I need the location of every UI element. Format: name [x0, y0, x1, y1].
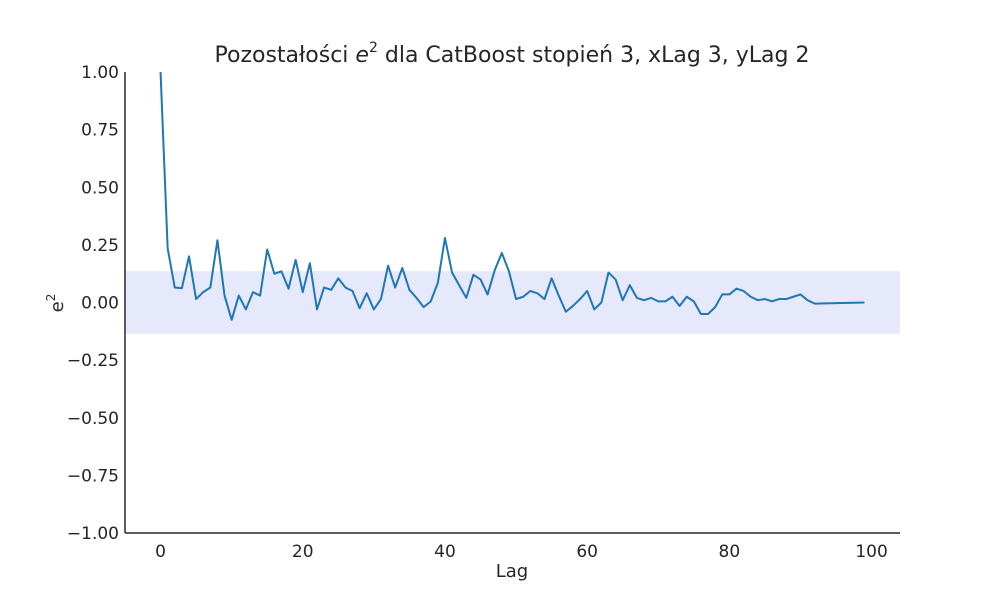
x-tick-label: 20: [292, 542, 314, 562]
y-tick-label: 0.75: [81, 121, 119, 141]
y-tick-label: 1.00: [81, 63, 119, 83]
chart-title-prefix: Pozostałości: [215, 43, 356, 68]
y-tick-label: −0.50: [67, 409, 119, 429]
plot-area: 0 20 40 60 80 100 −1.00 −0.75 −0.50 −0.25 0.00 0.25…: [67, 63, 900, 562]
chart-title-suffix: dla CatBoost stopień 3, xLag 3, yLag 2: [378, 43, 810, 68]
y-axis-label: e2: [44, 294, 68, 313]
x-tick-label: 60: [576, 542, 598, 562]
y-tick-label: −1.00: [67, 524, 119, 544]
x-tick-label: 100: [855, 542, 887, 562]
x-tick-label: 0: [155, 542, 166, 562]
chart-title-var: e: [355, 43, 369, 68]
x-axis-label: Lag: [496, 561, 528, 582]
y-tick-label: −0.75: [67, 466, 119, 486]
y-tick-label: −0.25: [67, 351, 119, 371]
y-tick-label: 0.25: [81, 236, 119, 256]
series-line-0: [159, 71, 865, 321]
y-tick-label: 0.00: [81, 294, 119, 314]
x-tick-label: 40: [434, 542, 456, 562]
y-axis-label-sup: 2: [44, 294, 58, 302]
chart-title: Pozostałości e2 dla CatBoost stopień 3, …: [215, 40, 810, 68]
y-tick-label: 0.50: [81, 178, 119, 198]
chart-title-sup: 2: [369, 40, 378, 56]
x-tick-label: 80: [719, 542, 741, 562]
y-axis-label-var: e: [47, 301, 68, 312]
